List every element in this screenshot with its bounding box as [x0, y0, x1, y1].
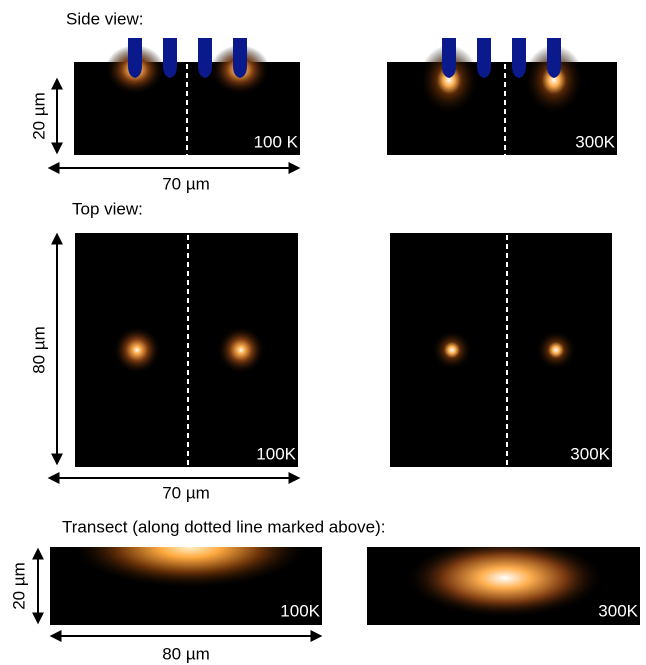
side-heading: Side view:: [66, 9, 143, 28]
hotspot: [113, 326, 161, 374]
width-label: 80 µm: [162, 644, 210, 663]
hotspot: [432, 330, 472, 370]
temperature-label: 300K: [575, 132, 615, 151]
transect-heading: Transect (along dotted line marked above…: [62, 517, 386, 536]
height-label: 20 µm: [9, 562, 28, 610]
hotspot: [217, 326, 265, 374]
top-panel-300k: [390, 233, 612, 467]
height-label: 20 µm: [29, 92, 48, 140]
width-label: 70 µm: [162, 174, 210, 193]
temperature-label: 300K: [570, 444, 610, 463]
height-label: 80 µm: [29, 326, 48, 374]
temperature-label: 300K: [598, 601, 638, 620]
temperature-label: 100K: [256, 444, 296, 463]
figure: Side view: 100 K 300K 20 µm 70 µm Top vi…: [0, 0, 646, 665]
temperature-label: 100 K: [254, 132, 299, 151]
width-label: 70 µm: [162, 483, 210, 502]
top-heading: Top view:: [72, 199, 143, 218]
hotspot: [536, 330, 576, 370]
temperature-label: 100K: [280, 601, 320, 620]
